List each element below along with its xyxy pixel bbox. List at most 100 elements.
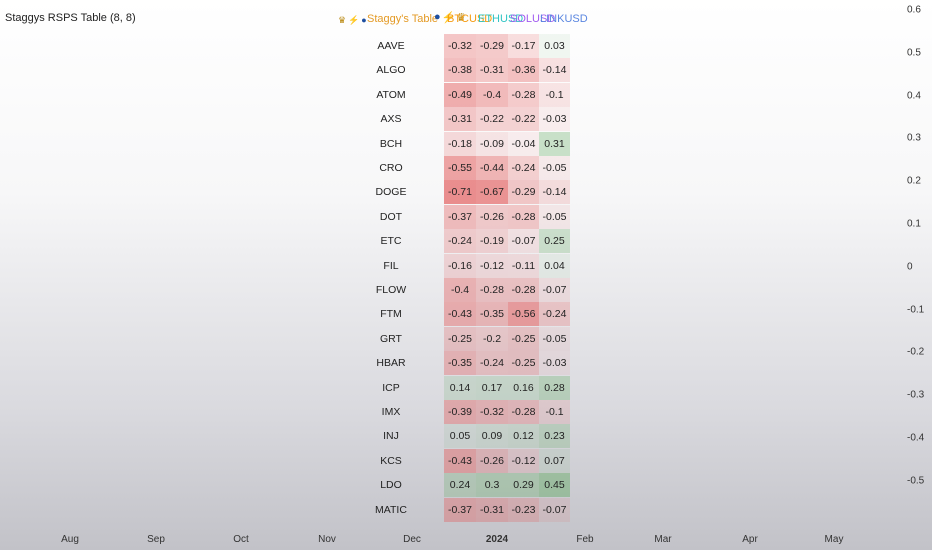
value-cell: -0.25 [444, 326, 476, 351]
trophy-icon: ♛ [337, 15, 347, 25]
value-cell: -0.26 [476, 448, 508, 473]
asset-label: FTM [380, 308, 402, 321]
value-cell: -0.35 [444, 351, 476, 376]
value-cell: -0.19 [476, 229, 508, 254]
table-row: GRT -0.25 -0.2 -0.25 -0.05 [368, 326, 578, 351]
column-header-ethusd: ETHUSD [478, 13, 524, 25]
time-axis-label: Feb [576, 534, 594, 545]
value-cell: -0.1 [539, 82, 570, 107]
asset-label: CRO [379, 162, 403, 174]
price-axis-label: -0.1 [907, 304, 925, 316]
value-cell: -0.31 [476, 58, 508, 83]
lightning-icon: ⚡ [441, 12, 456, 24]
value-cell: -0.14 [539, 58, 570, 83]
value-cell: -0.49 [444, 82, 476, 107]
value-cell: -0.39 [444, 400, 476, 424]
lightning-icon: ⚡ [348, 15, 360, 25]
value-cell: -0.03 [539, 351, 570, 376]
time-axis-label: Oct [233, 534, 249, 545]
asset-label: ALGO [376, 64, 406, 77]
value-cell: -0.35 [476, 302, 508, 327]
value-cell: 0.12 [508, 424, 539, 449]
table-row: MATIC -0.37 -0.31 -0.23 -0.07 [368, 497, 578, 522]
asset-label: KCS [380, 454, 402, 467]
table-title: Staggy's Table [367, 13, 439, 25]
value-cell: -0.37 [444, 204, 476, 229]
table-row: FIL -0.16 -0.12 -0.11 0.04 [368, 253, 578, 278]
value-cell: -0.09 [476, 131, 508, 156]
value-cell: -0.17 [508, 34, 539, 58]
value-cell: -0.43 [444, 448, 476, 473]
table-row: AAVE -0.32 -0.29 -0.17 0.03 [368, 34, 578, 58]
time-axis-label: Nov [318, 534, 336, 545]
price-axis-label: 0.3 [907, 132, 921, 144]
value-cell: 0.25 [539, 229, 570, 254]
table-row: IMX -0.39 -0.32 -0.28 -0.1 [368, 400, 578, 424]
table-row: HBAR -0.35 -0.24 -0.25 -0.03 [368, 351, 578, 376]
asset-label: DOT [379, 210, 403, 223]
time-axis-label: Dec [403, 534, 421, 545]
value-cell: -0.12 [476, 253, 508, 278]
value-cell: 0.04 [539, 253, 570, 278]
value-cell: -0.24 [508, 156, 539, 180]
value-cell: 0.23 [539, 424, 570, 449]
value-cell: -0.4 [476, 82, 508, 107]
value-cell: 0.28 [539, 375, 570, 400]
value-cell: -0.16 [444, 253, 476, 278]
trophy-icon: ♛ [456, 12, 467, 24]
value-cell: 0.16 [508, 375, 539, 400]
time-axis-label: Apr [742, 534, 758, 545]
table-row: ALGO -0.38 -0.31 -0.36 -0.14 [368, 58, 578, 83]
table-row: CRO -0.55 -0.44 -0.24 -0.05 [368, 156, 578, 180]
value-cell: -0.25 [508, 326, 539, 351]
price-axis-label: -0.5 [907, 475, 925, 487]
asset-label: FLOW [375, 284, 407, 296]
value-cell: -0.24 [476, 351, 508, 376]
indicator-title[interactable]: Staggys RSPS Table (8, 8) [5, 12, 136, 24]
asset-label: AAVE [377, 40, 405, 52]
asset-label: INJ [383, 430, 399, 443]
value-cell: -0.22 [508, 107, 539, 132]
header-icons-left: ♛ ⚡ ● [337, 11, 382, 29]
table-row: DOT -0.37 -0.26 -0.28 -0.05 [368, 204, 578, 229]
value-cell: -0.28 [508, 204, 539, 229]
table-header: ♛ ⚡ ● Staggy's Table ● ⚡ ♛ BTCUSD ETHUSD… [337, 11, 588, 29]
asset-label: ETC [380, 235, 402, 248]
value-cell: 0.14 [444, 375, 476, 400]
value-cell: -0.07 [539, 278, 570, 302]
value-cell: -0.07 [508, 229, 539, 254]
value-cell: 0.09 [476, 424, 508, 449]
value-cell: -0.32 [476, 400, 508, 424]
table-row: AXS -0.31 -0.22 -0.22 -0.03 [368, 107, 578, 132]
table-row: ATOM -0.49 -0.4 -0.28 -0.1 [368, 82, 578, 107]
value-cell: 0.03 [539, 34, 570, 58]
asset-label: HBAR [376, 357, 406, 370]
table-row: FTM -0.43 -0.35 -0.56 -0.24 [368, 302, 578, 327]
price-axis-label: -0.3 [907, 389, 925, 401]
asset-label: FIL [383, 259, 399, 272]
value-cell: 0.29 [508, 473, 539, 498]
value-cell: -0.05 [539, 156, 570, 180]
value-cell: 0.31 [539, 131, 570, 156]
asset-label: MATIC [375, 503, 407, 516]
table-row: ETC -0.24 -0.19 -0.07 0.25 [368, 229, 578, 254]
value-cell: -0.37 [444, 497, 476, 522]
value-cell: -0.71 [444, 180, 476, 205]
value-cell: 0.45 [539, 473, 570, 498]
price-axis-label: 0.1 [907, 218, 921, 230]
value-cell: -0.44 [476, 156, 508, 180]
value-cell: -0.28 [476, 278, 508, 302]
price-axis-label: 0.4 [907, 90, 921, 102]
time-axis[interactable]: Aug Sep Oct Nov Dec 2024 Feb Mar Apr May [0, 525, 880, 550]
value-cell: -0.4 [444, 278, 476, 302]
asset-label: GRT [380, 332, 402, 345]
time-axis-label: Mar [654, 534, 672, 545]
value-cell: -0.32 [444, 34, 476, 58]
price-axis-label: -0.4 [907, 432, 925, 444]
value-cell: -0.31 [444, 107, 476, 132]
price-axis[interactable]: 0.6 0.5 0.4 0.3 0.2 0.1 0 -0.1 -0.2 -0.3 -0.4 -0.5 [880, 0, 932, 550]
value-cell: -0.1 [539, 400, 570, 424]
asset-label: ICP [382, 381, 400, 394]
value-cell: -0.43 [444, 302, 476, 327]
value-cell: 0.07 [539, 448, 570, 473]
